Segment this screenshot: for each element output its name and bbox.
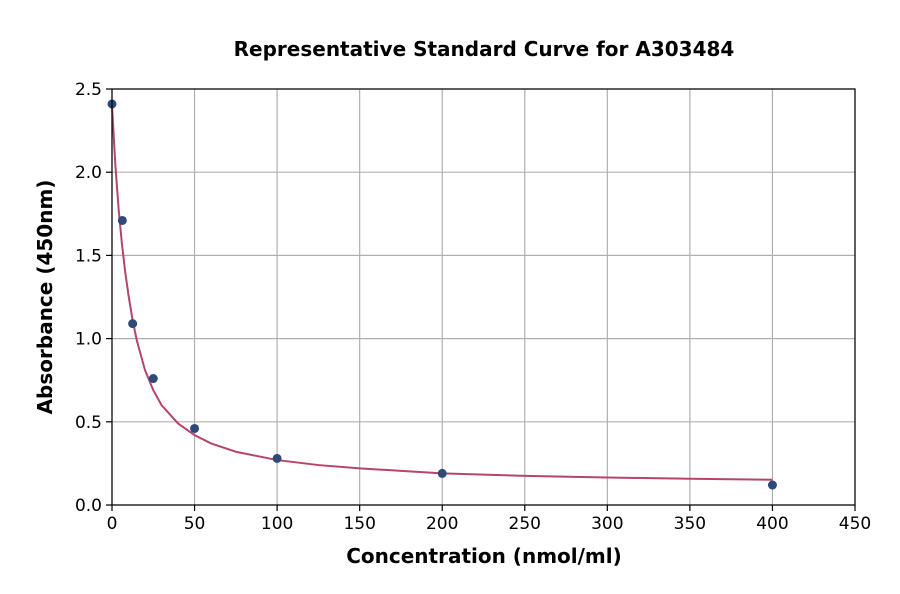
x-tick-label: 50 <box>184 514 206 534</box>
x-tick-label: 400 <box>756 514 788 534</box>
x-tick-label: 350 <box>674 514 706 534</box>
y-axis-label: Absorbance (450nm) <box>33 180 57 415</box>
x-tick-label: 300 <box>591 514 623 534</box>
y-tick-label: 2.5 <box>75 80 102 100</box>
fit-curve-layer <box>111 105 773 481</box>
x-tick-label: 0 <box>107 514 118 534</box>
y-tick-label: 1.0 <box>75 330 102 350</box>
plot-frame <box>111 88 856 506</box>
data-point <box>117 215 127 225</box>
data-point <box>437 468 447 478</box>
fit-curve-line <box>111 105 773 481</box>
y-tick-label: 0.0 <box>75 496 102 516</box>
data-point <box>128 319 138 329</box>
data-point <box>767 480 777 490</box>
x-tick-label: 250 <box>509 514 541 534</box>
x-tick-label: 100 <box>261 514 293 534</box>
y-tick-label: 1.5 <box>75 246 102 266</box>
y-tick-label: 2.0 <box>75 163 102 183</box>
data-point <box>190 423 200 433</box>
data-point <box>148 374 158 384</box>
chart-title: Representative Standard Curve for A30348… <box>234 37 735 61</box>
data-point <box>272 453 282 463</box>
data-points-layer <box>107 99 777 490</box>
x-tick-label: 150 <box>343 514 375 534</box>
axis-ticks: 0 50 100 150 200 250 300 350 400 450 0.0 0.5 1.0 1.5 2… <box>75 80 871 534</box>
x-tick-label: 200 <box>426 514 458 534</box>
grid <box>111 88 856 506</box>
x-tick-label: 450 <box>839 514 871 534</box>
x-axis-label: Concentration (nmol/ml) <box>346 544 622 568</box>
y-tick-label: 0.5 <box>75 413 102 433</box>
